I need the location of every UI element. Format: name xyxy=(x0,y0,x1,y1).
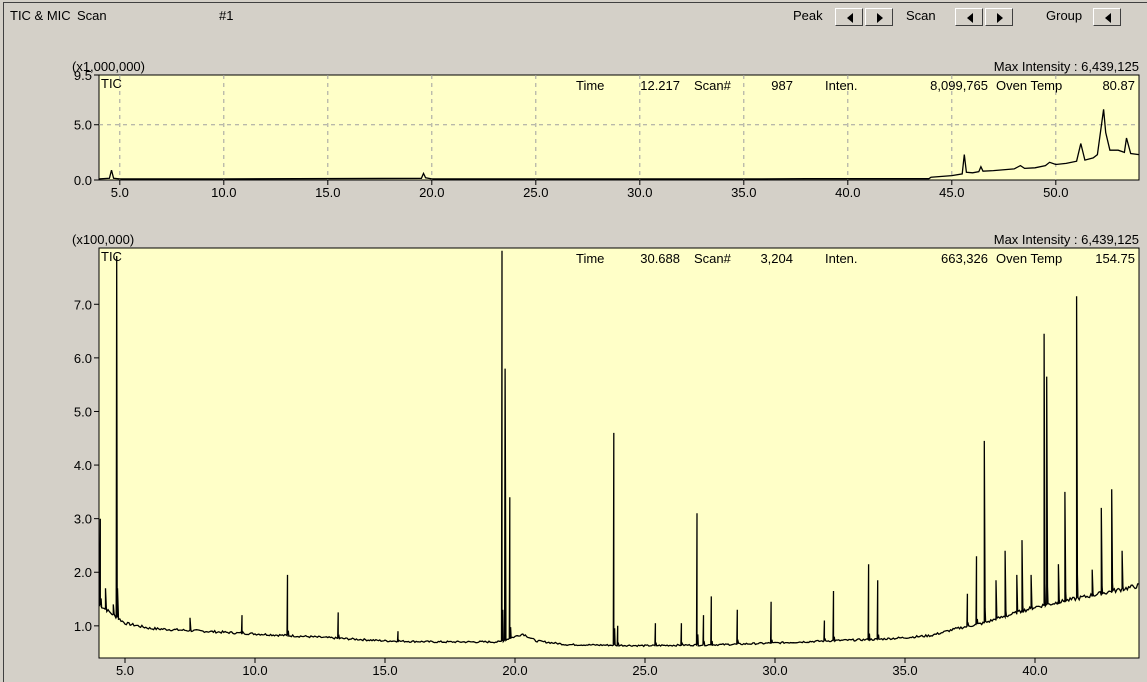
tic-trace xyxy=(98,109,1140,180)
x-tick-label: 15.0 xyxy=(372,663,397,678)
x-tick-label: 5.0 xyxy=(111,185,129,200)
oven-temp-value: 154.75 xyxy=(1095,251,1135,266)
trace-label: TIC xyxy=(101,249,122,264)
scan-number-label: Scan# xyxy=(694,78,732,93)
x-tick-label: 35.0 xyxy=(731,185,756,200)
right-triangle-icon xyxy=(877,13,883,23)
y-tick-label: 7.0 xyxy=(74,297,92,312)
peak-next-button[interactable] xyxy=(865,8,893,26)
intensity-value: 8,099,765 xyxy=(930,78,988,93)
x-tick-label: 45.0 xyxy=(939,185,964,200)
intensity-value: 663,326 xyxy=(941,251,988,266)
y-tick-label: 2.0 xyxy=(74,565,92,580)
x-tick-label: 30.0 xyxy=(627,185,652,200)
peak-prev-button[interactable] xyxy=(835,8,863,26)
scan-number-value: 987 xyxy=(771,78,793,93)
left-triangle-icon xyxy=(967,13,973,23)
x-tick-label: 10.0 xyxy=(242,663,267,678)
x-tick-label: 25.0 xyxy=(632,663,657,678)
left-triangle-icon xyxy=(1105,13,1111,23)
y-tick-label: 5.0 xyxy=(74,404,92,419)
x-tick-label: 5.0 xyxy=(116,663,134,678)
x-tick-label: 15.0 xyxy=(315,185,340,200)
x-tick-label: 30.0 xyxy=(762,663,787,678)
scan-next-button[interactable] xyxy=(985,8,1013,26)
x-tick-label: 40.0 xyxy=(835,185,860,200)
chart-panel-1: 5.0 10.0 15.0 20.0 25.0 30.0 35.0 40.0 45.0 50.0 0… xyxy=(72,59,1140,200)
x-tick-label: 35.0 xyxy=(892,663,917,678)
y-tick-label: 0.0 xyxy=(74,173,92,188)
scale-label: (x1,000,000) xyxy=(72,59,145,74)
index-label: #1 xyxy=(219,8,234,23)
x-tick-label: 25.0 xyxy=(523,185,548,200)
x-tick-label: 20.0 xyxy=(419,185,444,200)
y-tick-label: 5.0 xyxy=(74,118,92,133)
plot-area xyxy=(98,247,1140,659)
toolbar: TIC & MIC Scan #1 Peak Scan Group xyxy=(0,0,1147,26)
intensity-label: Inten. xyxy=(825,251,858,266)
scan-number-value: 3,204 xyxy=(760,251,793,266)
x-tick-label: 10.0 xyxy=(211,185,236,200)
y-tick-label: 3.0 xyxy=(74,512,92,527)
oven-temp-label: Oven Temp xyxy=(996,78,1062,93)
time-label: Time xyxy=(576,251,604,266)
scale-label: (x100,000) xyxy=(72,232,134,247)
scan-prev-button[interactable] xyxy=(955,8,983,26)
x-tick-label: 50.0 xyxy=(1043,185,1068,200)
peak-nav-label: Peak xyxy=(793,8,823,23)
chart-panel-2: 5.0 10.0 15.0 20.0 25.0 30.0 35.0 40.0 1.0 2.0 3.0… xyxy=(72,232,1140,678)
scan-number-label: Scan# xyxy=(694,251,732,266)
left-triangle-icon xyxy=(847,13,853,23)
y-tick-label: 4.0 xyxy=(74,458,92,473)
scan-nav-label: Scan xyxy=(906,8,936,23)
y-tick-label: 9.5 xyxy=(74,68,92,83)
y-tick-label: 1.0 xyxy=(74,619,92,634)
max-intensity: Max Intensity : 6,439,125 xyxy=(994,232,1139,247)
mode-label: Scan xyxy=(77,8,107,23)
time-value: 30.688 xyxy=(640,251,680,266)
window-frame xyxy=(3,2,1147,682)
oven-temp-label: Oven Temp xyxy=(996,251,1062,266)
time-value: 12.217 xyxy=(640,78,680,93)
intensity-label: Inten. xyxy=(825,78,858,93)
x-tick-label: 20.0 xyxy=(502,663,527,678)
tic-trace xyxy=(98,250,1139,648)
window-title: TIC & MIC xyxy=(10,8,71,23)
group-prev-button[interactable] xyxy=(1093,8,1121,26)
oven-temp-value: 80.87 xyxy=(1102,78,1135,93)
group-nav-label: Group xyxy=(1046,8,1083,23)
x-tick-label: 40.0 xyxy=(1022,663,1047,678)
right-triangle-icon xyxy=(997,13,1003,23)
time-label: Time xyxy=(576,78,604,93)
y-tick-label: 6.0 xyxy=(74,351,92,366)
max-intensity: Max Intensity : 6,439,125 xyxy=(994,59,1139,74)
trace-label: TIC xyxy=(101,76,122,91)
